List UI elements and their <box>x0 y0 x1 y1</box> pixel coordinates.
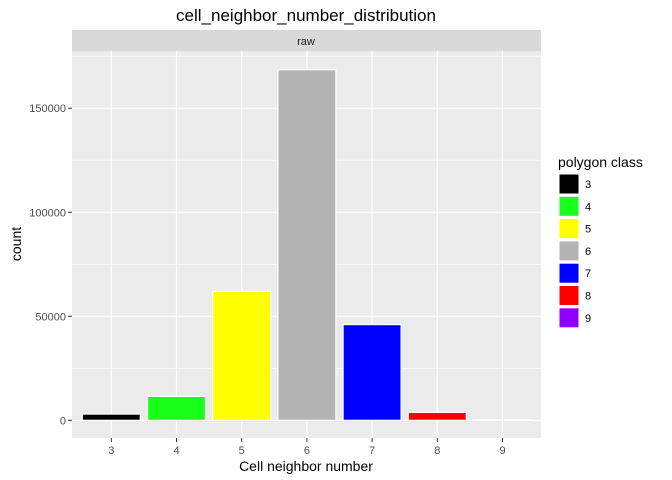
legend-label-4: 4 <box>585 201 591 213</box>
legend-label-8: 8 <box>585 291 591 303</box>
bar-5 <box>212 290 272 421</box>
y-axis: 0 50000 100000 150000 <box>29 103 72 427</box>
facet-strip-label: raw <box>297 36 315 48</box>
x-tick-label: 5 <box>239 445 245 457</box>
legend-key-3 <box>558 173 580 195</box>
x-tick-label: 9 <box>499 445 505 457</box>
x-tick-label: 3 <box>108 445 114 457</box>
legend-label-9: 9 <box>585 313 591 325</box>
facet-strip <box>72 30 541 51</box>
legend-key-5 <box>558 218 580 240</box>
legend-key-6 <box>558 240 580 262</box>
legend-key-9 <box>558 307 580 329</box>
bar-8 <box>407 411 467 421</box>
y-tick-label: 150000 <box>29 103 66 115</box>
x-tick-label: 7 <box>369 445 375 457</box>
legend-label-3: 3 <box>585 179 591 191</box>
y-tick-label: 0 <box>60 415 66 427</box>
bar-4 <box>146 395 207 421</box>
x-axis-title: Cell neighbor number <box>239 458 373 474</box>
y-tick-label: 50000 <box>35 311 66 323</box>
bar-7 <box>342 324 402 421</box>
y-tick-label: 100000 <box>29 207 66 219</box>
legend-title: polygon class <box>558 154 643 170</box>
x-tick-label: 8 <box>434 445 440 457</box>
legend-label-7: 7 <box>585 268 591 280</box>
x-axis: 3 4 5 6 7 8 9 <box>108 438 506 457</box>
bars <box>81 69 533 421</box>
bar-9 <box>472 419 533 421</box>
y-axis-title: count <box>8 227 24 261</box>
x-tick-label: 6 <box>304 445 310 457</box>
legend-key-4 <box>558 195 580 217</box>
chart-title: cell_neighbor_number_distribution <box>176 6 436 25</box>
bar-6 <box>277 69 337 421</box>
x-tick-label: 4 <box>173 445 179 457</box>
bar-3 <box>81 413 141 421</box>
legend-label-6: 6 <box>585 246 591 258</box>
legend: 3 4 5 6 7 8 9 <box>558 173 591 329</box>
legend-label-5: 5 <box>585 224 591 236</box>
legend-key-7 <box>558 262 580 284</box>
legend-key-8 <box>558 285 580 306</box>
